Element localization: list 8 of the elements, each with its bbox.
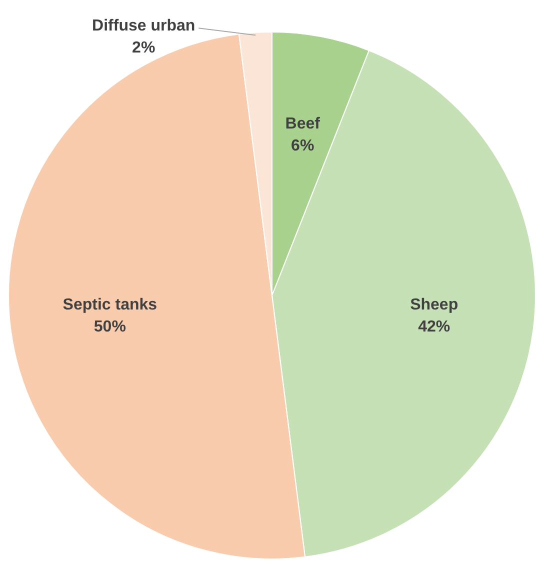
data-label: 6% <box>291 137 314 154</box>
data-label: 50% <box>94 318 126 336</box>
slice-label: Beef <box>285 115 321 132</box>
data-label: 2% <box>132 40 156 57</box>
slice-label: Sheep <box>410 296 458 314</box>
slice-label: Diffuse urban <box>92 18 196 35</box>
data-label: 42% <box>418 318 450 336</box>
slice-label: Septic tanks <box>62 296 158 314</box>
